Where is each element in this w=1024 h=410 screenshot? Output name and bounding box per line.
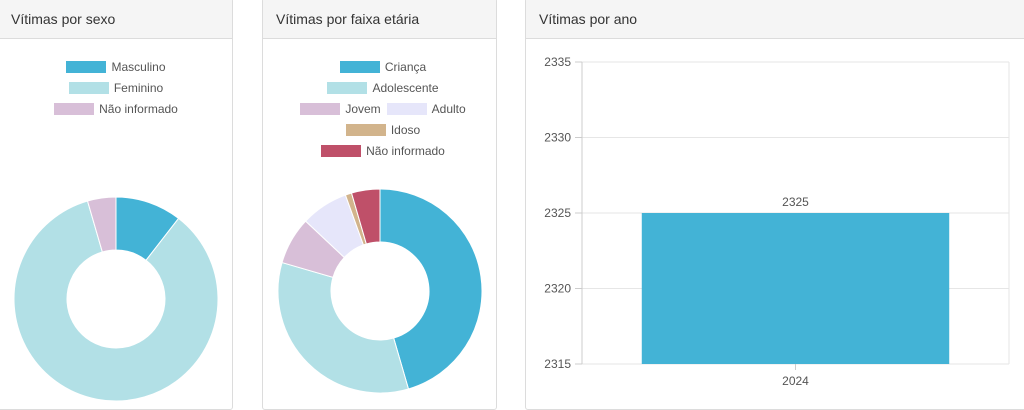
legend-sexo: Masculino Feminino Não informado	[0, 60, 234, 116]
legend-item-jovem[interactable]: Jovem	[300, 102, 381, 116]
x-tick-label: 2024	[782, 374, 809, 388]
bar-data-label: 2325	[782, 195, 809, 209]
y-tick-label: 2315	[544, 357, 571, 371]
legend-label: Adulto	[431, 102, 466, 116]
card-title-faixa: Vítimas por faixa etária	[263, 0, 496, 39]
card-vitimas-por-sexo: Vítimas por sexo Masculino Feminino Não in…	[0, 0, 233, 410]
card-title-sexo: Vítimas por sexo	[0, 0, 232, 39]
legend-item-idoso[interactable]: Idoso	[345, 123, 421, 137]
bar-chart-ano: 2315 2320 2325 2330 2335 2325 2024	[544, 55, 1010, 388]
bar-2024[interactable]	[641, 213, 950, 364]
legend-swatch	[327, 82, 368, 94]
donut-slice-adolescente[interactable]	[277, 261, 410, 394]
legend-swatch	[54, 103, 95, 115]
legend-swatch	[66, 61, 107, 73]
legend-swatch	[345, 124, 386, 136]
legend-swatch	[300, 103, 341, 115]
card-vitimas-por-faixa-etaria: Vítimas por faixa etária Criança Adolesce…	[262, 0, 497, 410]
card-title-ano: Vítimas por ano	[526, 0, 1024, 39]
legend-item-masculino[interactable]: Masculino	[66, 60, 166, 74]
card-vitimas-por-ano: Vítimas por ano 2315 2320 2325 2330 2335 2325…	[525, 0, 1024, 410]
y-tick-label: 2320	[544, 282, 571, 296]
legend-item-adulto[interactable]: Adulto	[386, 102, 466, 116]
donut-slice-nao-informado[interactable]	[86, 196, 117, 253]
y-tick-label: 2335	[544, 55, 571, 69]
legend-label: Criança	[384, 60, 427, 74]
legend-swatch	[339, 61, 380, 73]
legend-label: Não informado	[366, 144, 445, 158]
legend-label: Feminino	[113, 81, 164, 95]
legend-swatch	[386, 103, 427, 115]
y-tick-label: 2325	[544, 206, 571, 220]
donut-slice-nao-informado[interactable]	[350, 188, 381, 245]
legend-label: Não informado	[99, 102, 178, 116]
legend-item-feminino[interactable]: Feminino	[68, 81, 164, 95]
donut-chart-faixa	[277, 188, 483, 394]
donut-chart-sexo	[13, 196, 219, 402]
legend-label: Jovem	[345, 102, 381, 116]
y-tick-label: 2330	[544, 131, 571, 145]
legend-item-nao-informado[interactable]: Não informado	[54, 102, 178, 116]
legend-faixa: Criança Adolescente Jovem Adulto Idoso Não in…	[283, 60, 483, 158]
legend-label: Idoso	[390, 123, 421, 137]
legend-label: Masculino	[111, 60, 166, 74]
legend-item-crianca[interactable]: Criança	[339, 60, 427, 74]
legend-item-adolescente[interactable]: Adolescente	[327, 81, 439, 95]
donut-slice-feminino[interactable]	[13, 200, 219, 402]
donut-slice-crianca[interactable]	[379, 188, 483, 390]
legend-label: Adolescente	[372, 81, 439, 95]
legend-swatch	[68, 82, 109, 94]
legend-item-nao-informado[interactable]: Não informado	[321, 144, 445, 158]
legend-swatch	[321, 145, 362, 157]
